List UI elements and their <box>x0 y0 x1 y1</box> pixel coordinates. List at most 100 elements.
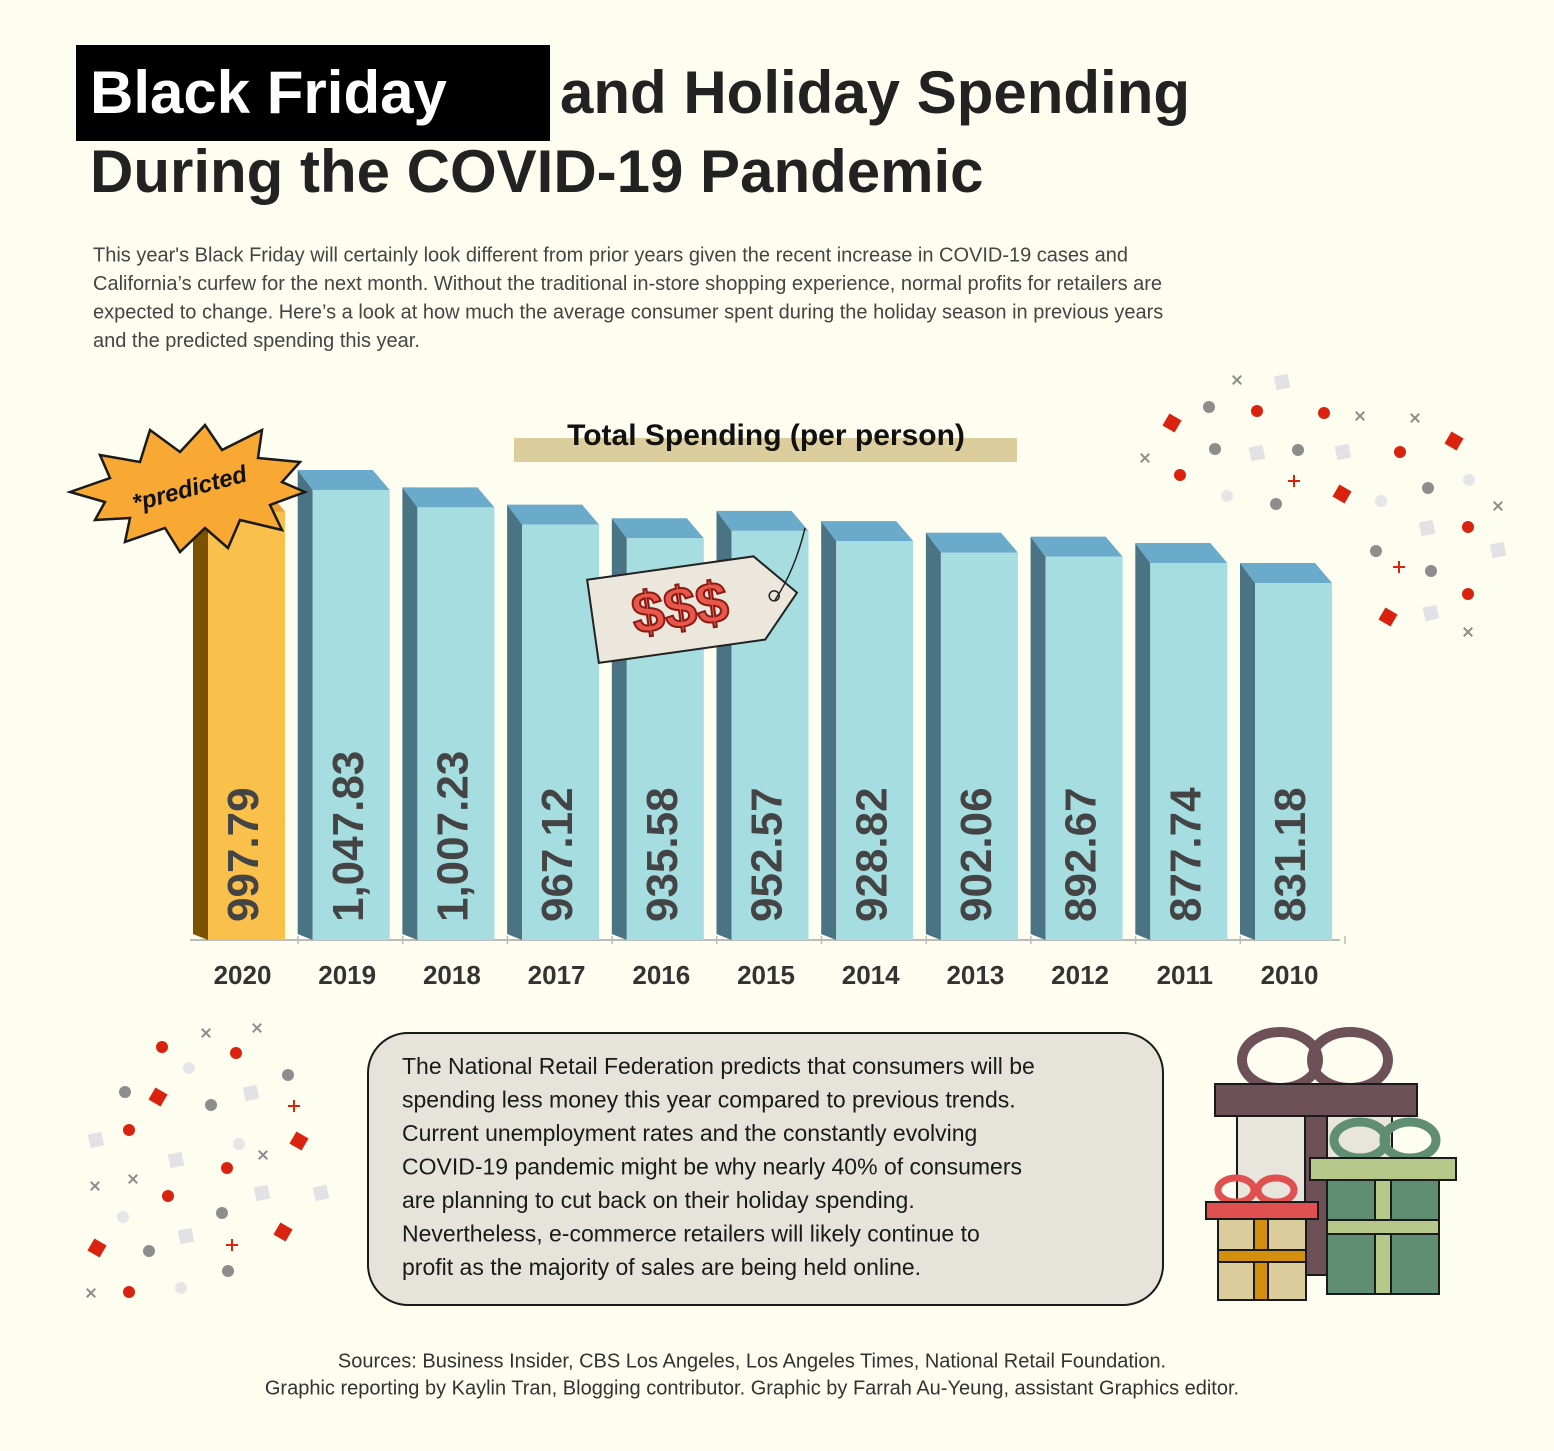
starburst <box>65 422 309 554</box>
confetti-square <box>177 1227 195 1245</box>
title-highlight: Black Friday <box>90 59 447 126</box>
confetti-dot <box>1251 405 1263 417</box>
note-box <box>367 1032 1164 1306</box>
confetti-dot <box>1462 588 1474 600</box>
confetti-cross <box>86 1288 96 1298</box>
bar-side <box>925 532 941 940</box>
bar-side <box>821 521 837 940</box>
confetti-dot <box>123 1124 135 1136</box>
confetti-square <box>1162 413 1182 433</box>
x-tick-label: 2014 <box>842 960 900 990</box>
confetti-dot <box>216 1207 228 1219</box>
confetti-square <box>273 1222 293 1242</box>
confetti-dot <box>222 1265 234 1277</box>
confetti-dot <box>183 1062 195 1074</box>
value-label: 935.58 <box>638 787 687 922</box>
confetti-dot <box>205 1099 217 1111</box>
confetti-dot <box>156 1041 168 1053</box>
price-tag: $$$ <box>586 555 799 665</box>
confetti-square <box>1332 484 1352 504</box>
confetti-cross <box>1493 501 1503 511</box>
bar <box>208 511 285 940</box>
bar-side <box>297 470 313 940</box>
confetti-cross <box>258 1150 268 1160</box>
value-label: 831.18 <box>1266 787 1315 922</box>
source-line: Graphic reporting by Kaylin Tran, Bloggi… <box>265 1377 1239 1399</box>
gift-ribbon <box>1326 1219 1440 1235</box>
confetti-square <box>148 1087 168 1107</box>
sources: Sources: Business Insider, CBS Los Angel… <box>265 1350 1239 1399</box>
confetti-cross <box>1410 413 1420 423</box>
value-label: 1,007.23 <box>429 751 478 922</box>
bar <box>522 524 600 940</box>
confetti-cross <box>1288 475 1300 487</box>
tag-string <box>774 527 806 601</box>
bar-top <box>925 532 1018 553</box>
intro-line: and the predicted spending this year. <box>93 330 420 352</box>
confetti-dot <box>119 1086 131 1098</box>
x-tick-label: 2016 <box>632 960 690 990</box>
confetti-dot <box>162 1190 174 1202</box>
confetti-square <box>253 1184 271 1202</box>
confetti-square <box>1444 431 1464 451</box>
bar <box>417 507 495 940</box>
confetti-dot <box>1270 498 1282 510</box>
confetti-dot <box>1318 407 1330 419</box>
value-label: 997.79 <box>219 787 268 922</box>
x-tick-label: 2011 <box>1157 960 1213 990</box>
bar <box>940 552 1018 940</box>
bar <box>1045 556 1123 940</box>
confetti-dot <box>1463 474 1475 486</box>
bar-side <box>1030 536 1046 940</box>
title: During the COVID-19 Pandemic <box>90 138 984 205</box>
confetti-square <box>1248 444 1266 462</box>
value-label: 892.67 <box>1057 787 1106 922</box>
note: The National Retail Federation predicts … <box>402 1053 1035 1280</box>
note-line: The National Retail Federation predicts … <box>402 1053 1035 1079</box>
tag-text: $$$ <box>628 569 733 647</box>
bar-top <box>821 521 914 542</box>
confetti-square <box>1418 519 1436 537</box>
confetti-cross <box>252 1023 262 1033</box>
confetti-cross <box>1140 453 1150 463</box>
bar-top <box>1240 563 1332 584</box>
chart-title: Total Spending (per person) <box>567 419 965 452</box>
confetti-dot <box>1422 482 1434 494</box>
title-highlight-box <box>76 45 550 141</box>
gift-ribbon <box>1217 1249 1307 1263</box>
value-label: 1,047.83 <box>324 751 373 922</box>
note-line: Current unemployment rates and the const… <box>402 1120 977 1146</box>
confetti-square <box>167 1151 185 1169</box>
intro-line: California’s curfew for the next month. … <box>93 273 1162 295</box>
confetti-square <box>1422 604 1440 622</box>
x-tick-label: 2013 <box>946 960 1004 990</box>
note-line: COVID-19 pandemic might be why nearly 40… <box>402 1154 1022 1180</box>
bar-side <box>507 504 523 940</box>
bar <box>836 541 914 940</box>
bar-side <box>1135 543 1151 940</box>
confetti-cross <box>288 1100 300 1112</box>
bars: 997.79 2020 1,047.83 2019 1,007.23 2018 967.12… <box>193 470 1346 990</box>
bar-side <box>402 487 418 940</box>
gift-lid <box>1309 1157 1457 1181</box>
bar <box>312 490 390 940</box>
confetti-cross <box>226 1239 238 1251</box>
bar <box>1255 583 1332 940</box>
x-tick-label: 2019 <box>318 960 376 990</box>
gift-lid <box>1214 1083 1418 1117</box>
bar-top <box>402 487 495 508</box>
source-line: Sources: Business Insider, CBS Los Angel… <box>338 1350 1166 1372</box>
value-label: 967.12 <box>533 787 582 922</box>
confetti-square <box>1378 607 1398 627</box>
confetti-dot <box>1370 545 1382 557</box>
note-line: Nevertheless, e-commerce retailers will … <box>402 1221 980 1247</box>
chart-title-band <box>514 438 1017 462</box>
confetti-dot <box>117 1211 129 1223</box>
gift-ribbon <box>1304 1114 1328 1276</box>
confetti-square <box>1334 443 1352 461</box>
bar-side <box>1240 563 1255 940</box>
note-line: spending less money this year compared t… <box>402 1087 1016 1113</box>
x-tick-label: 2010 <box>1261 960 1319 990</box>
value-label: 877.74 <box>1161 787 1210 922</box>
